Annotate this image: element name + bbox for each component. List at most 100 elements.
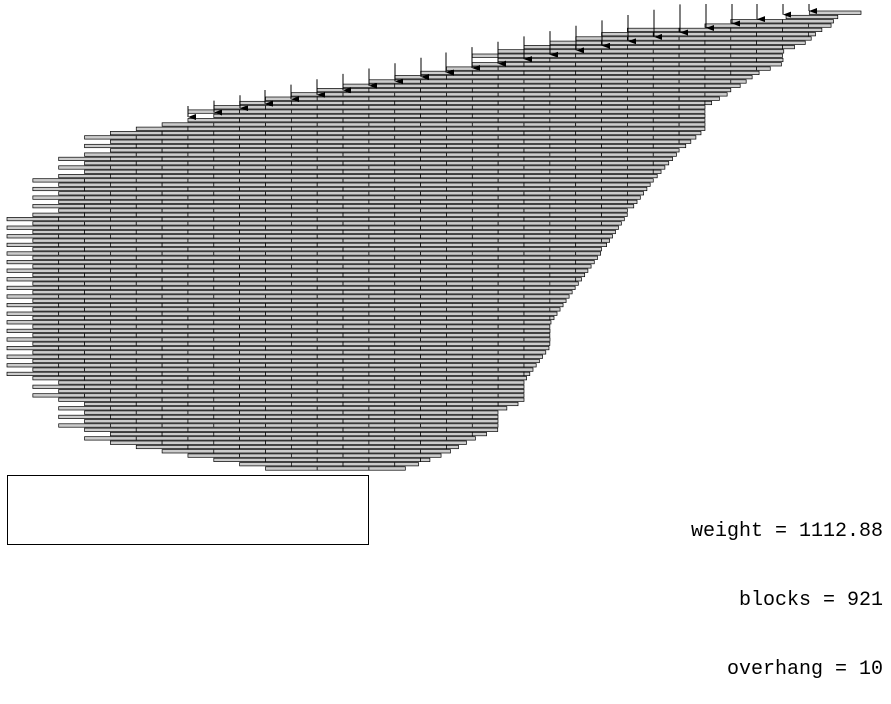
block — [213, 199, 266, 204]
block — [549, 169, 602, 174]
block — [446, 212, 499, 217]
block — [187, 453, 240, 458]
block — [135, 238, 189, 243]
block — [110, 406, 163, 411]
block — [549, 57, 602, 63]
block — [32, 290, 85, 295]
block — [239, 410, 292, 415]
block — [471, 79, 525, 84]
block — [549, 143, 602, 149]
block — [420, 242, 473, 247]
block — [291, 350, 344, 355]
block — [239, 169, 292, 174]
block — [58, 242, 111, 247]
block — [342, 298, 396, 303]
block — [368, 139, 421, 144]
block — [446, 410, 499, 415]
block — [291, 229, 344, 235]
block — [420, 363, 473, 368]
block — [84, 272, 137, 278]
block — [213, 432, 266, 437]
block — [161, 217, 215, 222]
block — [32, 195, 85, 200]
block — [446, 324, 499, 329]
block — [316, 174, 370, 179]
block — [342, 324, 396, 329]
block — [213, 354, 266, 359]
block — [497, 333, 551, 338]
block — [135, 221, 189, 226]
block — [58, 320, 111, 325]
block — [704, 23, 758, 28]
block — [601, 75, 654, 80]
block — [6, 337, 60, 342]
block — [497, 178, 551, 183]
block — [316, 397, 370, 402]
block — [368, 389, 421, 394]
block — [394, 264, 447, 269]
block — [316, 449, 370, 454]
block — [84, 264, 137, 269]
block — [368, 191, 421, 196]
block — [704, 92, 728, 97]
block — [601, 161, 654, 166]
block — [135, 367, 189, 372]
block — [239, 462, 292, 467]
block — [213, 139, 266, 144]
block — [213, 268, 266, 273]
block — [291, 186, 344, 192]
block — [291, 307, 344, 312]
block — [213, 449, 266, 454]
block — [265, 371, 318, 376]
block — [342, 178, 396, 183]
block — [497, 83, 551, 88]
block — [523, 156, 577, 161]
block — [265, 346, 318, 351]
block — [394, 367, 447, 372]
block — [32, 247, 85, 252]
block — [316, 440, 370, 445]
block — [627, 122, 680, 127]
block — [32, 281, 85, 286]
block — [239, 152, 292, 157]
block — [6, 242, 60, 247]
block — [420, 440, 467, 445]
block — [135, 290, 189, 295]
block — [161, 432, 215, 437]
block — [446, 75, 499, 80]
block — [265, 260, 318, 265]
block — [471, 406, 508, 411]
block — [135, 333, 189, 338]
block — [730, 62, 782, 67]
block — [291, 238, 344, 243]
block — [368, 251, 421, 256]
block — [32, 367, 85, 372]
block — [110, 414, 163, 419]
block — [394, 255, 447, 260]
block — [471, 242, 525, 247]
block — [471, 277, 525, 282]
block — [187, 186, 240, 192]
block — [678, 27, 732, 32]
block — [291, 341, 344, 346]
block — [368, 363, 421, 368]
block — [265, 380, 318, 385]
block — [84, 281, 137, 286]
block — [601, 66, 654, 71]
block — [316, 423, 370, 428]
block — [652, 161, 670, 166]
block — [575, 122, 628, 127]
block — [110, 199, 163, 204]
block — [265, 354, 318, 359]
block — [601, 135, 654, 140]
block — [265, 466, 318, 471]
block — [420, 156, 473, 161]
block — [420, 131, 473, 136]
block — [239, 436, 292, 441]
block — [446, 264, 499, 269]
block — [394, 212, 447, 217]
block — [549, 264, 592, 269]
block — [187, 178, 240, 183]
block — [84, 161, 137, 166]
block — [291, 221, 344, 226]
